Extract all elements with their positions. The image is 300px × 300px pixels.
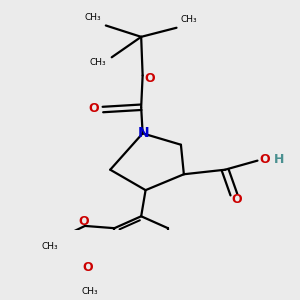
Text: CH₃: CH₃ xyxy=(89,58,106,68)
Text: O: O xyxy=(145,72,155,86)
Text: CH₃: CH₃ xyxy=(42,242,58,251)
Text: O: O xyxy=(78,215,89,228)
Text: O: O xyxy=(260,153,270,166)
Text: O: O xyxy=(232,193,242,206)
Text: CH₃: CH₃ xyxy=(85,13,101,22)
Text: O: O xyxy=(89,102,99,115)
Text: N: N xyxy=(137,126,149,140)
Text: H: H xyxy=(274,153,284,166)
Text: O: O xyxy=(82,261,93,274)
Text: CH₃: CH₃ xyxy=(81,287,98,296)
Text: CH₃: CH₃ xyxy=(181,15,197,24)
